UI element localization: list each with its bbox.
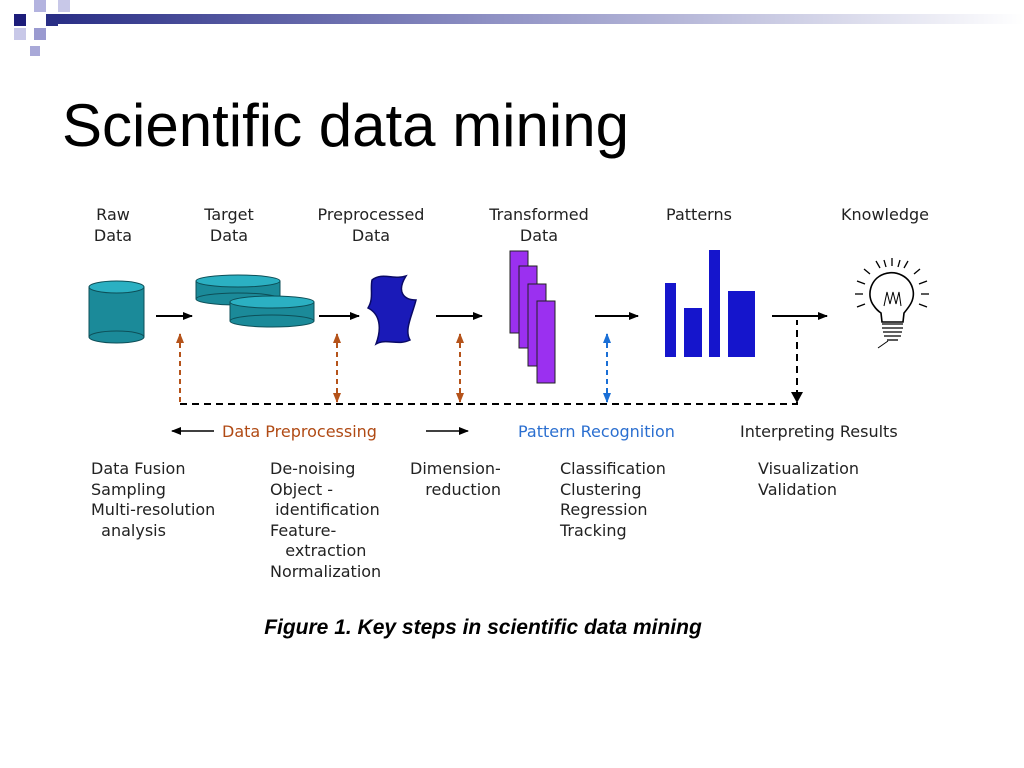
patterns-bars-icon: [665, 250, 755, 357]
stage-label-raw-data: Raw Data: [93, 205, 133, 245]
figure-caption: Figure 1. Key steps in scientific data m…: [264, 616, 702, 639]
steps-visualization-list: Visualization Validation: [758, 459, 860, 499]
feedback-arrowhead: [791, 392, 803, 403]
stage-label-target-data: Target Data: [204, 205, 254, 245]
steps-classification-list: Classification Clustering Regression Tra…: [560, 459, 666, 540]
deco-square-navy: [14, 14, 26, 26]
stage-label-preprocessed-data: Preprocessed Data: [317, 205, 425, 245]
process-label-data-preprocessing: Data Preprocessing: [222, 422, 377, 441]
deco-square-lavender-4: [34, 28, 46, 40]
raw-data-cylinder-icon: [88, 280, 145, 344]
target-data-discs-icon: [195, 274, 315, 328]
steps-data-fusion-list: Data Fusion Sampling Multi-resolution an…: [91, 459, 216, 540]
deco-square-lavender-3: [14, 28, 26, 40]
deco-square-lavender-5: [30, 46, 40, 56]
slide-header-decoration: [14, 0, 1024, 56]
deco-square-lavender-2: [58, 0, 70, 12]
slide-title: Scientific data mining: [62, 92, 629, 159]
preprocessed-data-sheet-icon: [366, 274, 417, 346]
steps-denoising-list: De-noising Object - identification Featu…: [270, 459, 382, 581]
stage-label-patterns: Patterns: [666, 205, 732, 224]
feedback-dashed-line: [180, 320, 798, 405]
process-label-pattern-recognition: Pattern Recognition: [518, 422, 675, 441]
steps-dimension-reduction-list: Dimension- reduction: [410, 459, 502, 499]
knowledge-lightbulb-icon: [855, 258, 929, 349]
stage-label-transformed-data: Transformed Data: [489, 205, 589, 245]
deco-square-lavender: [34, 0, 46, 12]
process-label-interpreting-results: Interpreting Results: [740, 422, 898, 441]
header-gradient-bar: [58, 14, 1024, 24]
transformed-data-stack-icon: [509, 250, 556, 384]
stage-label-knowledge: Knowledge: [841, 205, 929, 224]
deco-square-navy-2: [46, 14, 58, 26]
